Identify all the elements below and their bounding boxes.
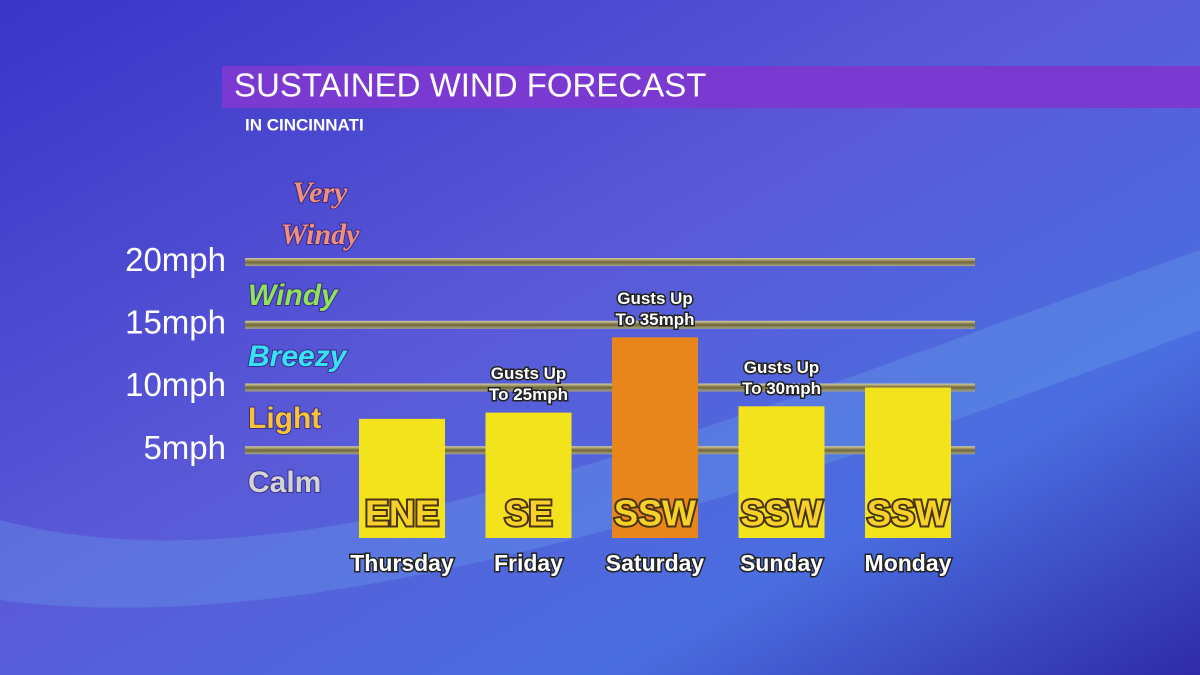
gust-annotation: To 25mph — [489, 385, 568, 404]
wind-level-labels: Very Windy Windy Breezy Light Calm — [247, 175, 361, 500]
bar — [865, 387, 951, 538]
wind-direction: SSW — [867, 493, 949, 534]
chart-subtitle: IN CINCINNATI — [245, 115, 364, 134]
bar — [485, 412, 572, 538]
wind-direction: SE — [504, 493, 552, 534]
y-tick-label: 5mph — [143, 429, 226, 466]
wind-level-label: Very — [293, 176, 349, 209]
wind-level-label: Breezy — [248, 340, 348, 373]
chart-title: SUSTAINED WIND FORECAST — [234, 67, 706, 104]
bar — [738, 406, 825, 538]
grid-line — [245, 320, 975, 329]
gust-annotation: Gusts Up — [744, 358, 820, 377]
gust-annotation: Gusts Up — [617, 289, 693, 308]
gust-annotation: To 30mph — [742, 379, 821, 398]
y-tick-label: 15mph — [125, 304, 226, 341]
x-tick-label: Monday — [865, 550, 952, 576]
gust-annotation: To 35mph — [615, 310, 694, 329]
bar — [359, 418, 445, 538]
grid-line — [245, 258, 975, 267]
x-tick-label: Sunday — [740, 550, 823, 576]
wind-direction: ENE — [365, 493, 439, 534]
title-banner — [222, 66, 1200, 108]
wind-level-label: Calm — [248, 466, 321, 499]
y-tick-label: 10mph — [125, 366, 226, 403]
wind-level-label: Windy — [248, 279, 339, 312]
wind-direction: SSW — [740, 493, 822, 534]
wind-direction: SSW — [614, 493, 696, 534]
wind-level-label: Windy — [281, 218, 361, 251]
x-tick-label: Thursday — [350, 550, 454, 576]
bar — [612, 337, 698, 538]
wind-level-label: Light — [248, 402, 321, 435]
x-tick-label: Friday — [494, 550, 563, 576]
y-tick-label: 20mph — [125, 241, 226, 278]
grid-line — [245, 446, 975, 455]
gust-annotation: Gusts Up — [491, 364, 567, 383]
background-swoosh — [0, 250, 1200, 608]
x-tick-label: Saturday — [606, 550, 705, 576]
grid-line — [245, 383, 975, 392]
